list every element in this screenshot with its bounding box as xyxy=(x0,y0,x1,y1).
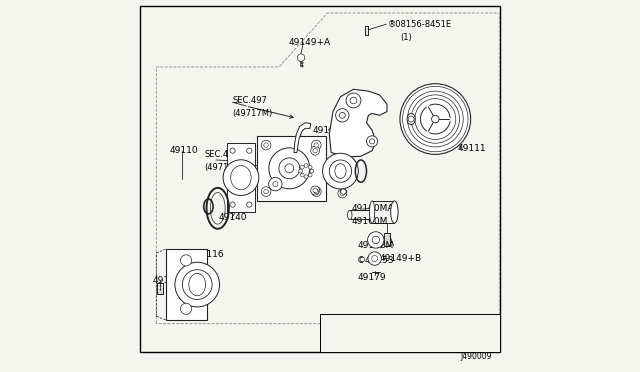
Circle shape xyxy=(264,189,268,194)
Text: ©49168N: ©49168N xyxy=(248,176,292,185)
Circle shape xyxy=(367,232,384,248)
Circle shape xyxy=(346,93,361,108)
Circle shape xyxy=(310,146,319,155)
Text: 49160M: 49160M xyxy=(351,217,388,226)
Circle shape xyxy=(339,112,346,118)
Text: (1): (1) xyxy=(401,33,412,42)
Circle shape xyxy=(182,270,212,299)
Circle shape xyxy=(340,191,344,196)
Text: 49179: 49179 xyxy=(357,273,386,282)
Circle shape xyxy=(314,189,319,194)
Text: 49162M: 49162M xyxy=(357,241,394,250)
Circle shape xyxy=(273,182,278,187)
Ellipse shape xyxy=(407,113,415,125)
Circle shape xyxy=(279,158,300,179)
Circle shape xyxy=(367,136,378,147)
Polygon shape xyxy=(257,136,326,201)
Text: 49116: 49116 xyxy=(195,250,224,259)
Circle shape xyxy=(300,165,304,169)
Circle shape xyxy=(313,188,317,193)
Circle shape xyxy=(246,148,252,153)
Circle shape xyxy=(180,255,191,266)
Circle shape xyxy=(305,175,308,179)
Circle shape xyxy=(369,139,374,144)
Circle shape xyxy=(372,256,378,262)
Circle shape xyxy=(341,189,346,194)
Circle shape xyxy=(285,164,294,173)
Text: 49140: 49140 xyxy=(219,213,247,222)
Circle shape xyxy=(400,84,470,154)
Circle shape xyxy=(372,236,380,244)
Circle shape xyxy=(308,165,312,169)
Circle shape xyxy=(298,54,305,61)
Ellipse shape xyxy=(340,189,347,194)
Circle shape xyxy=(305,164,308,167)
Circle shape xyxy=(313,148,317,153)
Circle shape xyxy=(223,160,259,196)
Circle shape xyxy=(338,189,347,198)
Ellipse shape xyxy=(335,164,346,179)
Polygon shape xyxy=(156,13,499,324)
Text: 49170M: 49170M xyxy=(281,139,317,148)
Circle shape xyxy=(230,202,235,207)
Circle shape xyxy=(323,153,358,189)
Ellipse shape xyxy=(390,201,398,223)
Circle shape xyxy=(312,187,321,196)
Text: ©49153: ©49153 xyxy=(356,256,394,265)
Polygon shape xyxy=(227,143,255,212)
Text: 49110: 49110 xyxy=(170,146,198,155)
Circle shape xyxy=(431,115,439,123)
Text: 49121: 49121 xyxy=(312,126,341,135)
Text: SEC.497: SEC.497 xyxy=(205,150,239,159)
Text: J490009: J490009 xyxy=(461,352,492,361)
Text: 49111: 49111 xyxy=(458,144,486,153)
Polygon shape xyxy=(330,89,387,157)
Ellipse shape xyxy=(369,201,374,223)
Circle shape xyxy=(335,109,349,122)
Circle shape xyxy=(269,148,310,189)
Circle shape xyxy=(308,173,312,177)
Circle shape xyxy=(261,140,271,150)
Circle shape xyxy=(175,262,220,307)
Circle shape xyxy=(299,169,303,173)
Circle shape xyxy=(310,169,314,173)
Circle shape xyxy=(314,143,319,147)
Text: NOTE ) PARTS CODE 49110K ......... ®: NOTE ) PARTS CODE 49110K ......... ® xyxy=(328,336,476,345)
Text: ®08156-8451E: ®08156-8451E xyxy=(388,20,452,29)
Circle shape xyxy=(230,148,235,153)
Circle shape xyxy=(350,97,357,104)
Circle shape xyxy=(264,143,268,147)
Circle shape xyxy=(261,187,271,196)
Circle shape xyxy=(420,104,450,134)
Text: 49160MA: 49160MA xyxy=(351,204,394,213)
Text: SEC.497: SEC.497 xyxy=(232,96,268,105)
Circle shape xyxy=(368,252,381,265)
Bar xyxy=(320,314,500,352)
Text: 49149+A: 49149+A xyxy=(289,38,330,47)
Text: 49149+B: 49149+B xyxy=(380,254,422,263)
Circle shape xyxy=(180,303,191,314)
Circle shape xyxy=(330,160,351,182)
Text: 49149: 49149 xyxy=(152,276,181,285)
Ellipse shape xyxy=(348,211,352,219)
Ellipse shape xyxy=(189,273,205,296)
Ellipse shape xyxy=(231,166,251,190)
Circle shape xyxy=(300,173,304,177)
Polygon shape xyxy=(294,123,310,153)
Circle shape xyxy=(246,202,252,207)
Circle shape xyxy=(310,186,319,195)
Circle shape xyxy=(312,140,321,150)
Circle shape xyxy=(408,116,414,122)
Text: (49710R): (49710R) xyxy=(205,163,243,172)
Text: (49717M): (49717M) xyxy=(232,109,273,118)
Ellipse shape xyxy=(370,211,374,219)
Polygon shape xyxy=(166,249,207,320)
Circle shape xyxy=(269,177,282,191)
